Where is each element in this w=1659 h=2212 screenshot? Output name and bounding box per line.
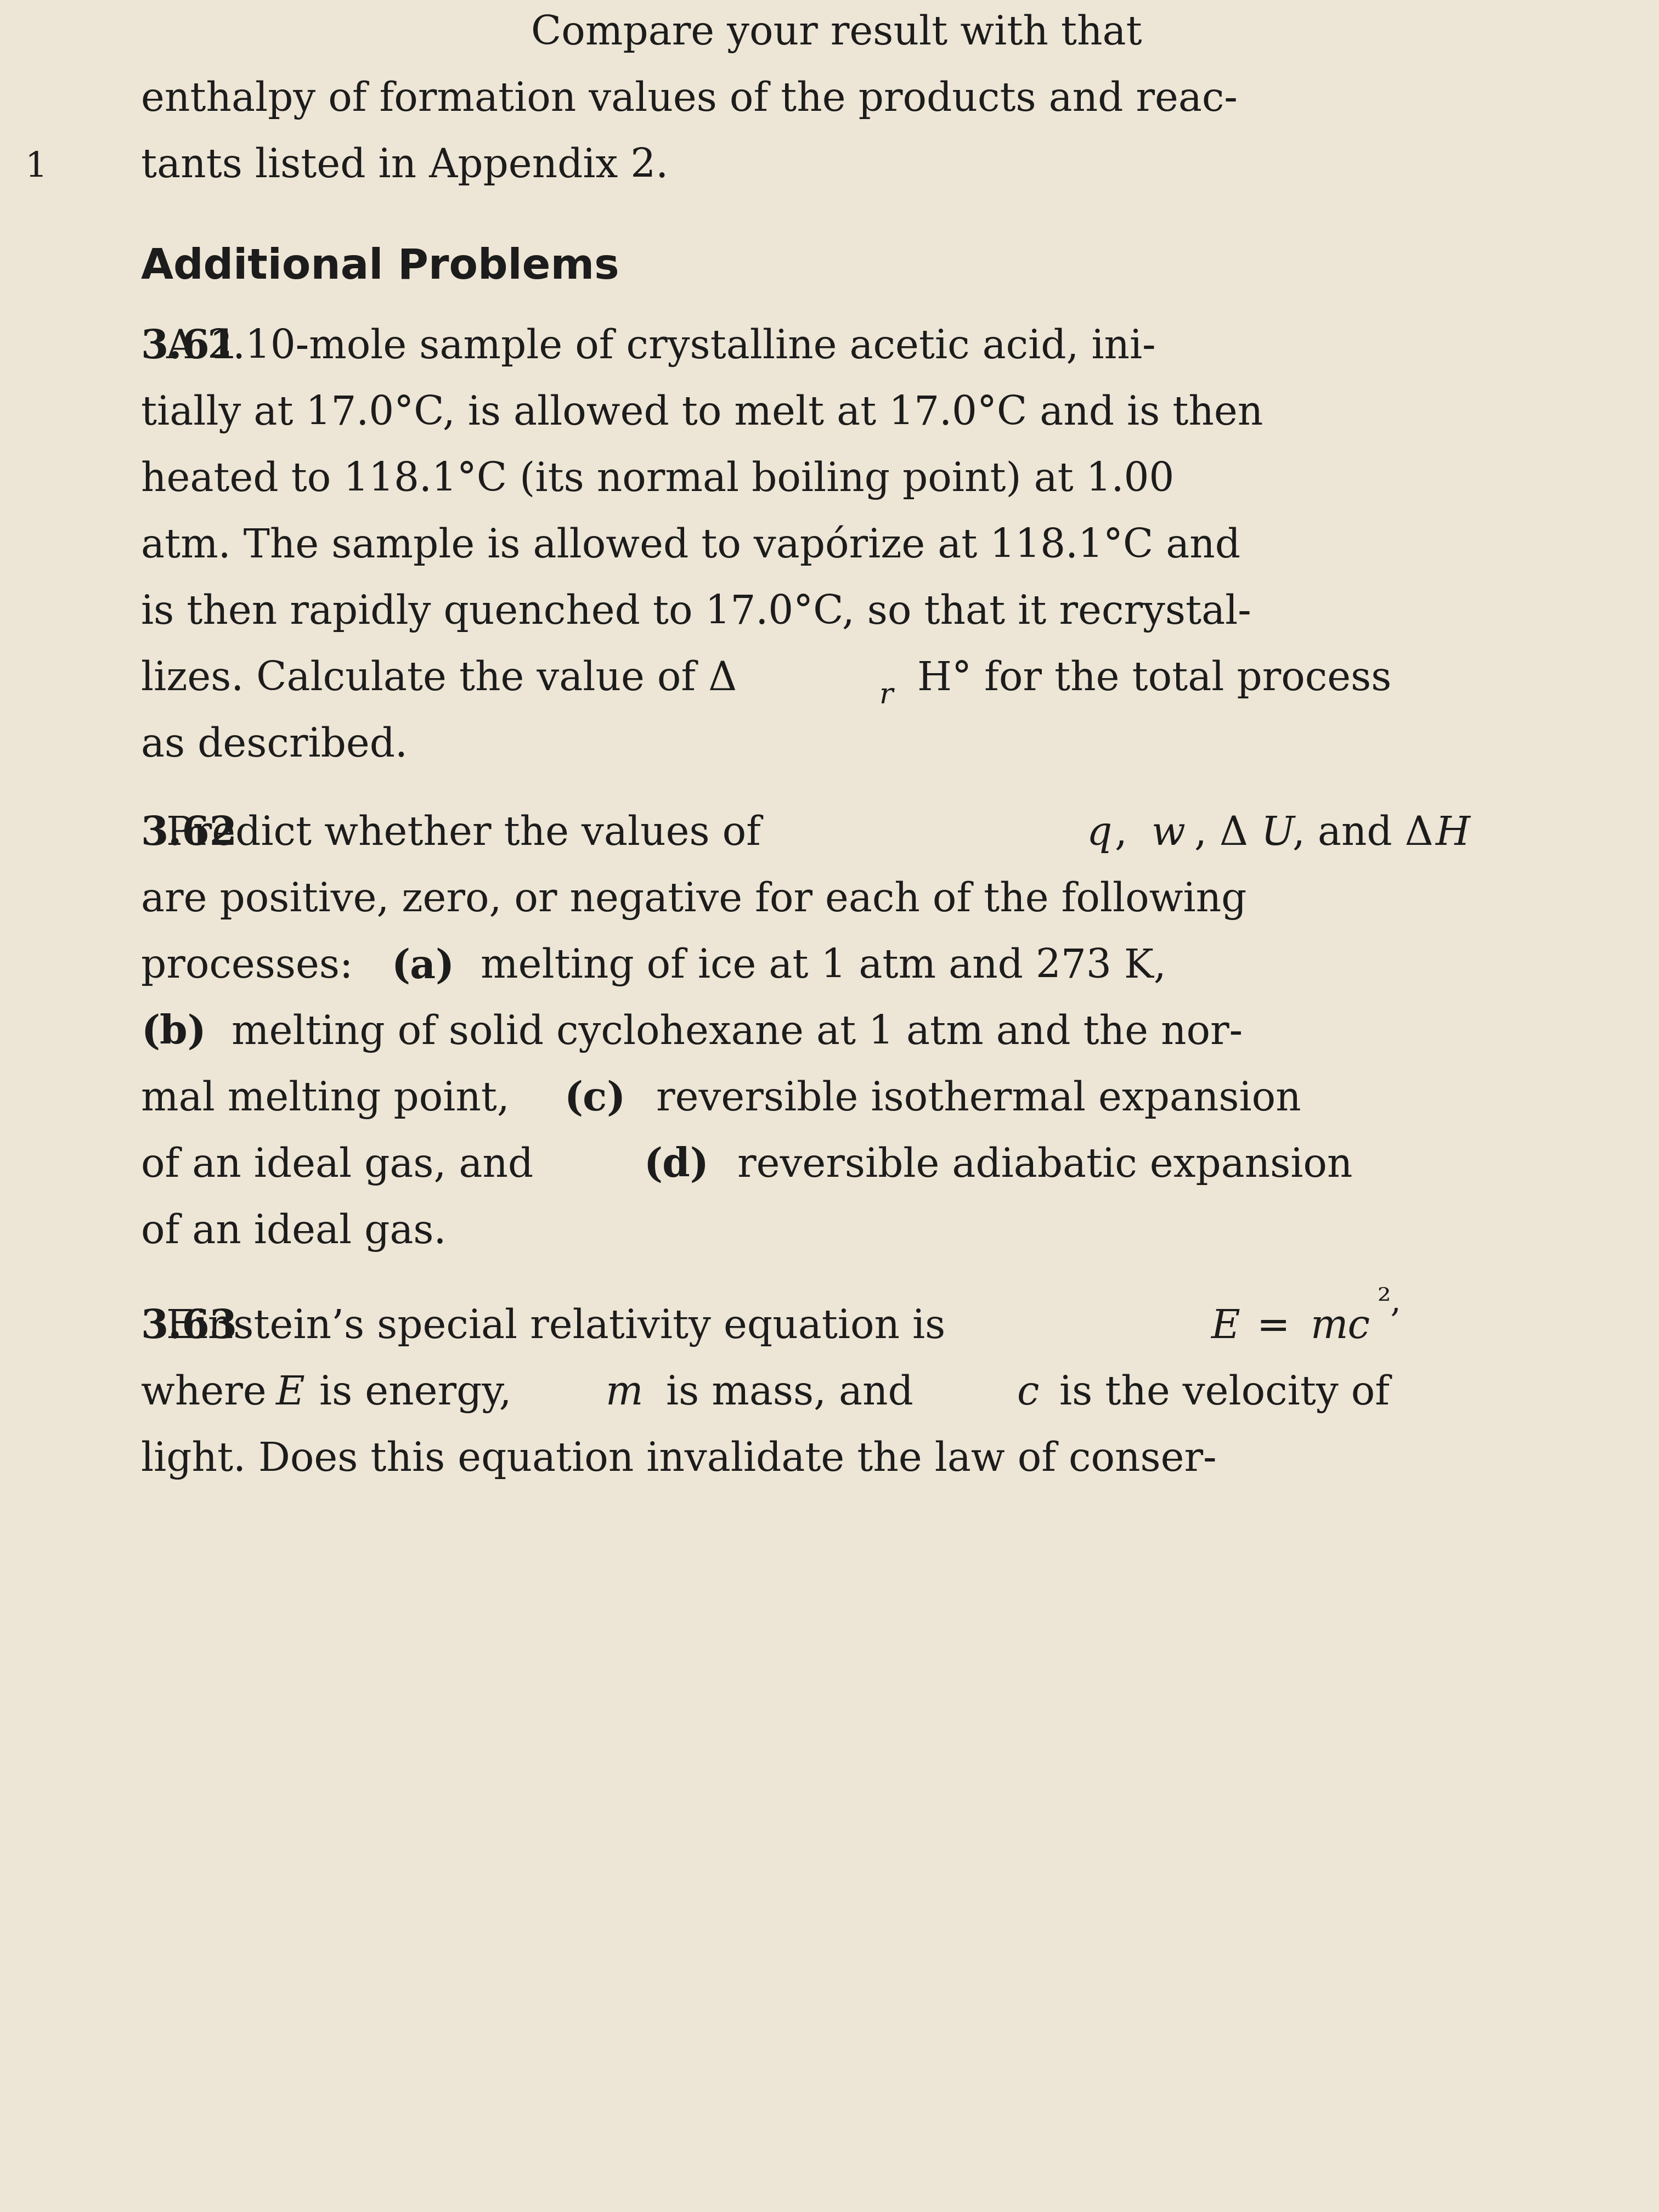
Text: , and Δ: , and Δ bbox=[1292, 814, 1433, 854]
Text: 3.62: 3.62 bbox=[141, 814, 237, 854]
Text: m: m bbox=[606, 1374, 644, 1413]
Text: lizes. Calculate the value of Δ: lizes. Calculate the value of Δ bbox=[141, 659, 737, 699]
Text: reversible isothermal expansion: reversible isothermal expansion bbox=[644, 1079, 1301, 1119]
Text: atm. The sample is allowed to vapórize at 118.1°C and: atm. The sample is allowed to vapórize a… bbox=[141, 524, 1241, 566]
Text: as described.: as described. bbox=[141, 726, 408, 765]
Text: melting of solid cyclohexane at 1 atm and the nor-: melting of solid cyclohexane at 1 atm an… bbox=[219, 1013, 1243, 1053]
Text: is then rapidly quenched to 17.0°C, so that it recrystal-: is then rapidly quenched to 17.0°C, so t… bbox=[141, 593, 1251, 633]
Text: 1: 1 bbox=[25, 150, 46, 184]
Text: Compare your result with thаt: Compare your result with thаt bbox=[531, 13, 1141, 53]
Text: =: = bbox=[1244, 1307, 1302, 1347]
Text: Einstein’s special relativity equation is: Einstein’s special relativity equation i… bbox=[141, 1307, 957, 1347]
Text: is energy,: is energy, bbox=[307, 1374, 524, 1413]
Text: 3.61: 3.61 bbox=[141, 327, 237, 367]
Text: of an ideal gas.: of an ideal gas. bbox=[141, 1212, 446, 1252]
Text: 3.63: 3.63 bbox=[141, 1307, 237, 1347]
Text: are positive, zero, or negative for each of the following: are positive, zero, or negative for each… bbox=[141, 880, 1246, 920]
Text: ,: , bbox=[1115, 814, 1140, 854]
Text: where: where bbox=[141, 1374, 279, 1413]
Text: w: w bbox=[1151, 814, 1185, 854]
Text: A 2.10-mole sample of crystalline acetic acid, ini-: A 2.10-mole sample of crystalline acetic… bbox=[141, 327, 1156, 367]
Text: (c): (c) bbox=[564, 1079, 625, 1119]
Text: reversible adiabatic expansion: reversible adiabatic expansion bbox=[725, 1146, 1352, 1186]
Text: heated to 118.1°C (its normal boiling point) at 1.00: heated to 118.1°C (its normal boiling po… bbox=[141, 460, 1175, 500]
Text: processes:: processes: bbox=[141, 947, 365, 987]
Text: melting of ice at 1 atm and 273 K,: melting of ice at 1 atm and 273 K, bbox=[468, 947, 1166, 987]
Text: light. Does this equation invalidate the law of conser-: light. Does this equation invalidate the… bbox=[141, 1440, 1216, 1480]
Text: H: H bbox=[1435, 814, 1470, 854]
Text: mal melting point,: mal melting point, bbox=[141, 1079, 523, 1119]
Text: is the velocity of: is the velocity of bbox=[1047, 1374, 1390, 1413]
Text: (d): (d) bbox=[644, 1146, 708, 1186]
Text: mc: mc bbox=[1311, 1307, 1370, 1347]
Text: ²,: ², bbox=[1377, 1285, 1402, 1318]
Text: E: E bbox=[1211, 1307, 1239, 1347]
Text: , Δ: , Δ bbox=[1194, 814, 1248, 854]
Text: Additional Problems: Additional Problems bbox=[141, 248, 619, 288]
Text: U: U bbox=[1261, 814, 1294, 854]
Text: H° for the total process: H° for the total process bbox=[917, 659, 1392, 699]
Text: r: r bbox=[879, 681, 893, 710]
Text: E: E bbox=[275, 1374, 304, 1413]
Text: (a): (a) bbox=[392, 947, 455, 987]
Text: c: c bbox=[1017, 1374, 1039, 1413]
Text: is mass, and: is mass, and bbox=[654, 1374, 926, 1413]
Text: enthalpy of formation values of the products and reac-: enthalpy of formation values of the prod… bbox=[141, 80, 1238, 119]
Text: of an ideal gas, and: of an ideal gas, and bbox=[141, 1146, 546, 1186]
Text: Predict whether the values of: Predict whether the values of bbox=[141, 814, 773, 854]
Text: q: q bbox=[1087, 814, 1112, 854]
Text: (b): (b) bbox=[141, 1013, 206, 1053]
Text: tially at 17.0°C, is allowed to melt at 17.0°C and is then: tially at 17.0°C, is allowed to melt at … bbox=[141, 394, 1262, 434]
Text: tants listed in Appendix 2.: tants listed in Appendix 2. bbox=[141, 146, 669, 186]
